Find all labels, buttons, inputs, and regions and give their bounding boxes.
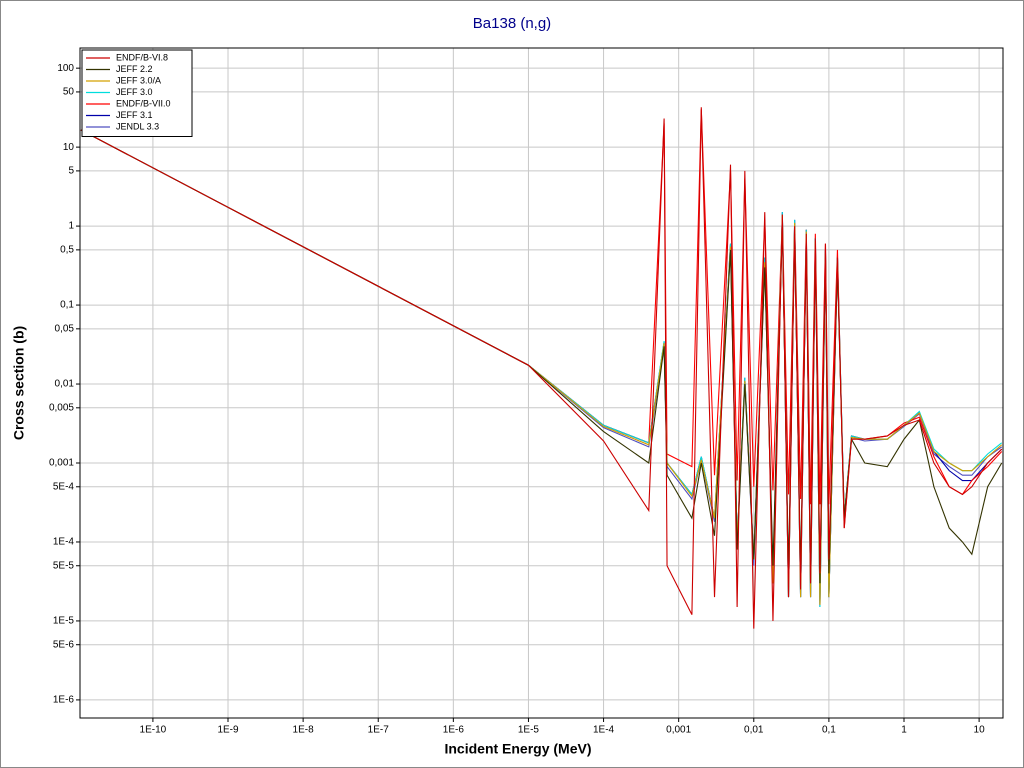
- x-tick-label: 1E-4: [593, 725, 615, 736]
- legend-label: JEFF 2.2: [116, 64, 153, 74]
- y-tick-label: 5E-4: [53, 481, 75, 492]
- plot-lines: [80, 107, 1003, 629]
- y-tick-label: 100: [57, 63, 74, 74]
- x-tick-label: 1E-7: [368, 725, 390, 736]
- x-tick-label: 0,001: [666, 725, 691, 736]
- y-tick-label: 50: [63, 87, 75, 98]
- legend-label: ENDF/B-VII.0: [116, 98, 171, 108]
- y-tick-label: 0,01: [55, 379, 75, 390]
- plot-frame: [79, 47, 1004, 719]
- x-tick-label: 1: [901, 725, 907, 736]
- x-tick-label: 10: [974, 725, 986, 736]
- chart-title: Ba138 (n,g): [473, 15, 551, 32]
- y-tick-label: 5E-5: [53, 560, 75, 571]
- legend-label: ENDF/B-VI.8: [116, 52, 168, 62]
- legend-box: [81, 49, 193, 137]
- x-tick-label: 1E-9: [217, 725, 239, 736]
- y-tick-label: 0,1: [60, 300, 74, 311]
- ticks: 1E-10 1E-9 1E-8 1E-7 1E-6 1E-5 1E-4 0,001 0,01 0,…: [49, 63, 985, 736]
- grid: [80, 48, 1003, 718]
- y-tick-label: 5E-6: [53, 639, 75, 650]
- y-tick-label: 0,5: [60, 245, 74, 256]
- x-tick-label: 1E-6: [443, 725, 465, 736]
- y-tick-label: 1E-5: [53, 616, 75, 627]
- series-line: [80, 107, 1003, 629]
- x-axis-label: Incident Energy (MeV): [444, 741, 591, 757]
- y-tick-label: 1E-6: [53, 695, 75, 706]
- x-tick-label: 0,01: [744, 725, 764, 736]
- legend-label: JEFF 3.1: [116, 110, 153, 120]
- x-tick-label: 1E-5: [518, 725, 540, 736]
- y-tick-label: 5: [68, 166, 74, 177]
- legend-label: JEFF 3.0/A: [116, 75, 161, 85]
- y-tick-label: 1E-4: [53, 537, 75, 548]
- y-tick-label: 0,001: [49, 458, 74, 469]
- x-tick-label: 1E-10: [140, 725, 167, 736]
- x-tick-label: 1E-8: [293, 725, 315, 736]
- y-axis-label: Cross section (b): [11, 326, 27, 440]
- y-tick-label: 0,05: [55, 323, 75, 334]
- y-tick-label: 0,005: [49, 402, 74, 413]
- x-tick-label: 0,1: [822, 725, 836, 736]
- legend-label: JENDL 3.3: [116, 121, 159, 131]
- y-tick-label: 10: [63, 142, 75, 153]
- legend-label: JEFF 3.0: [116, 87, 153, 97]
- y-tick-label: 1: [68, 221, 74, 232]
